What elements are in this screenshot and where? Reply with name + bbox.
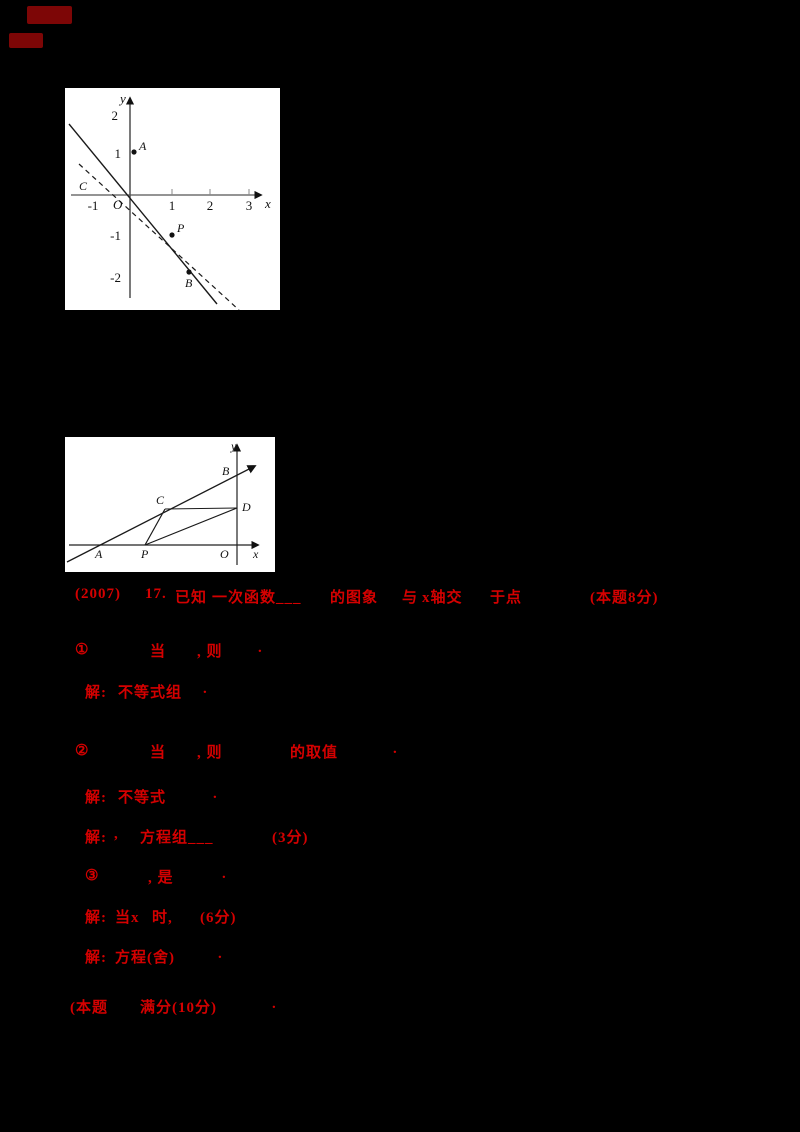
text-segment: 与 [402, 590, 419, 606]
solution-line: 解: 不等式组 . [0, 681, 800, 701]
text-segment: (本题8分) [590, 590, 659, 606]
x-axis-label: x [264, 196, 271, 211]
point-b-dot [186, 269, 192, 275]
text-segment: 解: [85, 910, 107, 926]
line-a-b [66, 465, 257, 563]
text-segment: 的取值 [290, 745, 339, 761]
y-axis-label: y [230, 439, 237, 453]
origin-label: O [220, 547, 229, 561]
point-a-label: A [138, 139, 147, 153]
text-segment: 方程组___ [140, 830, 214, 846]
text-segment: 当 [150, 644, 167, 660]
text-segment: 17. [145, 586, 167, 602]
graph1-panel: y x O 2 1 -1 -2 -1 1 2 3 A C P B [65, 88, 280, 311]
solution-line: (2007) 17. 已知 一次函数___ 的图象 与 x轴交 于点 (本题8分… [0, 586, 800, 606]
origin-label: O [113, 197, 123, 212]
text-segment: 已知 [175, 590, 208, 606]
solution-line: (本题 满分(10分) . [0, 996, 800, 1016]
text-segment: ③ [85, 868, 100, 884]
solution-line: ① 当 , 则 . [0, 640, 800, 660]
text-segment: 解: [85, 830, 107, 846]
text-segment: . [213, 786, 218, 802]
y-tick-label-n2: -2 [110, 270, 121, 285]
text-segment: (6分) [200, 910, 237, 926]
y-axis-label: y [118, 91, 126, 106]
point-a-label: A [94, 547, 103, 561]
graph1-figure: y x O 2 1 -1 -2 -1 1 2 3 A C P B [68, 91, 271, 311]
point-b-label: B [222, 464, 230, 478]
dashed-line [78, 163, 240, 311]
x-tick-label-n1: -1 [88, 198, 99, 213]
red-stamp-top [27, 6, 72, 24]
segment-c-d [164, 507, 238, 510]
text-segment: 解: [85, 790, 107, 806]
text-segment: , 是 [148, 870, 174, 886]
point-p-label: P [140, 547, 149, 561]
text-segment: . [258, 640, 263, 656]
segment-c-p [144, 508, 166, 546]
graph2-figure: y x O A P B C D [66, 439, 260, 565]
text-segment: 当x [115, 910, 140, 926]
text-segment: . [272, 996, 277, 1012]
solution-line: ② 当 , 则 的取值 . [0, 741, 800, 761]
text-segment: (2007) [75, 586, 121, 602]
solution-line: 解: 当x 时, (6分) [0, 906, 800, 926]
x-axis-label: x [252, 547, 259, 561]
x-tick-label-3: 3 [246, 198, 253, 213]
point-p-dot [169, 232, 175, 238]
solution-line: 解: , 方程组___ (3分) [0, 826, 800, 846]
red-stamp-bottom [9, 33, 43, 48]
solution-line: 解: 不等式 . [0, 786, 800, 806]
x-tick-label-2: 2 [207, 198, 214, 213]
point-c-label: C [79, 179, 88, 193]
text-segment: 方程(舍) [115, 950, 175, 966]
text-segment: (3分) [272, 830, 309, 846]
text-segment: ① [75, 642, 90, 658]
text-segment: 时, [152, 910, 173, 926]
text-segment: 解: [85, 685, 107, 701]
text-segment: 满分(10分) [140, 1000, 217, 1016]
text-segment: 的图象 [330, 590, 379, 606]
text-segment: . [393, 741, 398, 757]
text-segment: , [114, 826, 119, 842]
solid-line [68, 123, 218, 305]
text-segment: x轴交 [422, 590, 463, 606]
text-segment: . [203, 681, 208, 697]
point-p-label: P [176, 221, 185, 235]
text-segment: (本题 [70, 1000, 108, 1016]
text-segment: 当 [150, 745, 167, 761]
text-segment: 于点 [490, 590, 523, 606]
solution-line: 解: 方程(舍) . [0, 946, 800, 966]
text-segment: , 则 [197, 644, 223, 660]
text-segment: , 则 [197, 745, 223, 761]
graph2-panel: y x O A P B C D [65, 437, 275, 572]
text-segment: 一次函数___ [212, 590, 302, 606]
text-segment: 解: [85, 950, 107, 966]
text-segment: 不等式 [118, 790, 167, 806]
y-tick-label-2: 2 [112, 108, 119, 123]
y-tick-label-n1: -1 [110, 228, 121, 243]
point-a-dot [131, 149, 137, 155]
x-tick-label-1: 1 [169, 198, 176, 213]
y-tick-label-1: 1 [115, 146, 122, 161]
solution-line: ③ , 是 . [0, 866, 800, 886]
point-d-label: D [241, 500, 251, 514]
point-c-label: C [156, 493, 165, 507]
text-segment: 不等式组 [118, 685, 183, 701]
point-b-label: B [185, 276, 193, 290]
text-segment: . [222, 866, 227, 882]
segment-p-d [144, 507, 238, 546]
text-segment: ② [75, 743, 90, 759]
text-segment: . [218, 946, 223, 962]
